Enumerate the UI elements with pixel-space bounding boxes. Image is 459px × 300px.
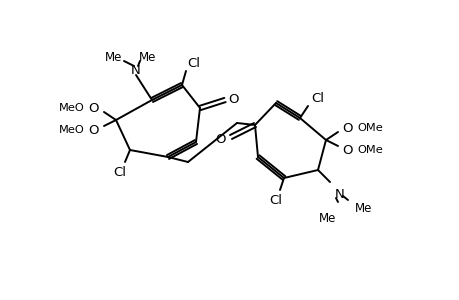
Text: O: O [342,122,353,134]
Text: Me: Me [139,50,157,64]
Text: OMe: OMe [356,145,382,155]
Text: O: O [215,133,226,146]
Text: O: O [89,124,99,136]
Text: Cl: Cl [113,166,126,178]
Text: O: O [89,101,99,115]
Text: O: O [342,143,353,157]
Text: O: O [228,92,239,106]
Text: OMe: OMe [356,123,382,133]
Text: Cl: Cl [187,56,200,70]
Text: Me: Me [105,50,123,64]
Text: Cl: Cl [311,92,324,104]
Text: Cl: Cl [269,194,282,206]
Text: Me: Me [354,202,372,214]
Text: N: N [335,188,344,200]
Text: MeO: MeO [59,125,85,135]
Text: MeO: MeO [59,103,85,113]
Text: Me: Me [319,212,336,224]
Text: N: N [131,64,140,76]
